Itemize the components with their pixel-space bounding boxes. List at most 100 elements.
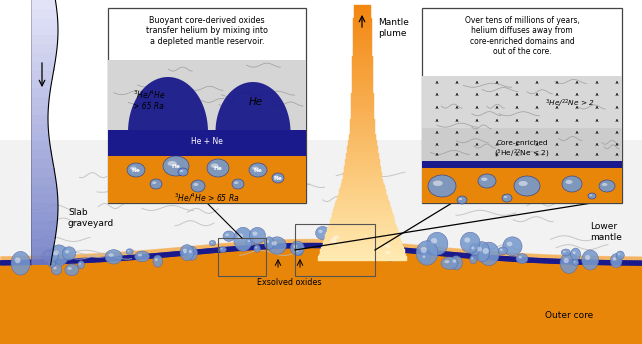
Text: Lower
mantle: Lower mantle <box>590 222 622 242</box>
Ellipse shape <box>249 227 266 244</box>
Bar <box>108 8 306 203</box>
Ellipse shape <box>469 244 480 256</box>
Polygon shape <box>31 132 49 141</box>
Polygon shape <box>31 35 58 44</box>
Ellipse shape <box>65 250 69 254</box>
Ellipse shape <box>294 248 303 256</box>
Ellipse shape <box>450 256 462 270</box>
Ellipse shape <box>560 253 578 273</box>
Ellipse shape <box>582 250 598 270</box>
Ellipse shape <box>268 237 286 254</box>
Text: He: He <box>214 165 222 171</box>
Ellipse shape <box>474 241 490 262</box>
Ellipse shape <box>380 241 394 251</box>
Ellipse shape <box>618 253 620 255</box>
Ellipse shape <box>573 251 576 254</box>
Text: He: He <box>171 163 180 169</box>
Polygon shape <box>31 177 56 185</box>
Ellipse shape <box>383 241 398 254</box>
Ellipse shape <box>514 176 540 196</box>
Ellipse shape <box>225 234 229 236</box>
Polygon shape <box>31 18 58 26</box>
Text: $^{3}$He/$^{22}$Ne > 2: $^{3}$He/$^{22}$Ne > 2 <box>545 98 595 110</box>
Ellipse shape <box>238 233 243 239</box>
Ellipse shape <box>183 249 187 252</box>
Ellipse shape <box>45 252 50 256</box>
Polygon shape <box>31 9 57 18</box>
Ellipse shape <box>290 241 304 255</box>
Polygon shape <box>31 97 49 106</box>
Ellipse shape <box>602 183 607 186</box>
Polygon shape <box>31 212 58 221</box>
Ellipse shape <box>471 257 473 259</box>
Polygon shape <box>31 150 52 159</box>
Ellipse shape <box>223 231 235 241</box>
Ellipse shape <box>67 267 72 270</box>
Polygon shape <box>31 247 53 256</box>
Ellipse shape <box>219 247 227 252</box>
Ellipse shape <box>386 245 390 248</box>
Ellipse shape <box>612 257 616 261</box>
Ellipse shape <box>572 260 578 265</box>
Ellipse shape <box>42 249 58 262</box>
Ellipse shape <box>211 242 213 243</box>
Ellipse shape <box>265 237 274 249</box>
Ellipse shape <box>127 163 145 177</box>
Polygon shape <box>0 140 642 265</box>
Polygon shape <box>216 82 290 132</box>
Text: Ne: Ne <box>254 168 263 172</box>
Ellipse shape <box>126 249 133 255</box>
Ellipse shape <box>163 156 189 176</box>
Ellipse shape <box>49 245 69 266</box>
Ellipse shape <box>566 180 573 184</box>
Ellipse shape <box>386 251 390 254</box>
Ellipse shape <box>599 180 615 192</box>
Ellipse shape <box>571 248 580 260</box>
Ellipse shape <box>150 179 162 189</box>
Ellipse shape <box>234 182 238 184</box>
Ellipse shape <box>365 235 367 236</box>
Polygon shape <box>31 123 48 132</box>
Ellipse shape <box>481 178 487 181</box>
Polygon shape <box>31 141 50 150</box>
Ellipse shape <box>611 254 622 268</box>
Ellipse shape <box>108 253 114 257</box>
Ellipse shape <box>470 255 477 264</box>
Text: Outer core: Outer core <box>545 311 593 320</box>
Polygon shape <box>31 159 53 168</box>
Ellipse shape <box>478 174 496 188</box>
Bar <box>422 161 622 168</box>
Ellipse shape <box>252 166 259 170</box>
Ellipse shape <box>11 251 30 275</box>
Ellipse shape <box>51 264 62 275</box>
Ellipse shape <box>585 255 590 260</box>
Ellipse shape <box>471 247 474 249</box>
Ellipse shape <box>247 240 250 242</box>
Text: $^{3}$He/$^{4}$He > 65 Ra: $^{3}$He/$^{4}$He > 65 Ra <box>174 192 240 204</box>
Bar <box>108 130 306 156</box>
Bar <box>218 238 266 276</box>
Ellipse shape <box>138 254 142 257</box>
Text: Over tens of millions of years,
helium diffuses away from
core-enriched domains : Over tens of millions of years, helium d… <box>465 16 580 56</box>
Ellipse shape <box>459 198 462 200</box>
Bar <box>108 130 306 152</box>
Polygon shape <box>31 88 50 97</box>
Ellipse shape <box>191 180 205 192</box>
Ellipse shape <box>483 248 489 254</box>
Ellipse shape <box>47 252 49 254</box>
Ellipse shape <box>416 241 438 265</box>
Text: Exsolved oxides: Exsolved oxides <box>257 278 321 287</box>
Ellipse shape <box>453 259 456 263</box>
Ellipse shape <box>477 247 482 251</box>
Polygon shape <box>31 203 58 212</box>
Ellipse shape <box>562 176 582 192</box>
Ellipse shape <box>272 241 277 246</box>
Ellipse shape <box>503 237 522 256</box>
Text: Slab
graveyard: Slab graveyard <box>68 208 114 228</box>
Ellipse shape <box>564 258 569 263</box>
Ellipse shape <box>421 247 427 253</box>
Ellipse shape <box>48 259 55 267</box>
Ellipse shape <box>589 194 592 196</box>
Polygon shape <box>31 185 57 194</box>
Ellipse shape <box>152 182 156 184</box>
